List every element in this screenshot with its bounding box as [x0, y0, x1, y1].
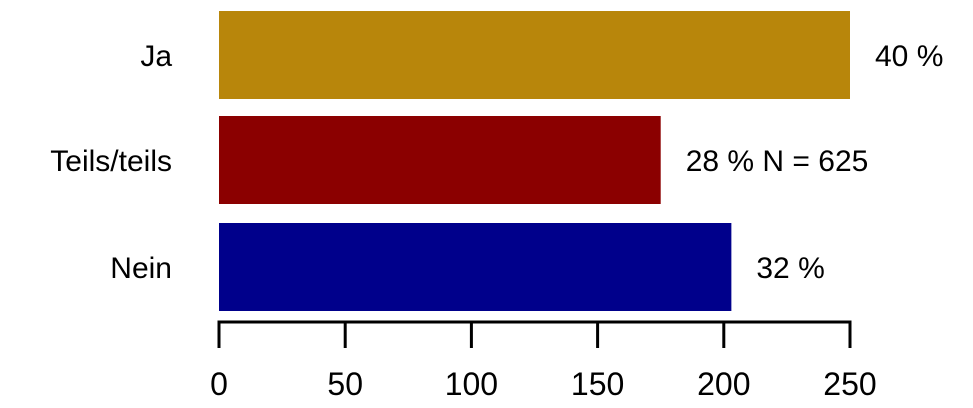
- data-label-teils-teils: 28 % N = 625: [686, 145, 869, 178]
- category-labels-group: Ja Teils/teils Nein: [50, 40, 172, 285]
- x-tick-label-150: 150: [571, 366, 624, 402]
- bar-teils-teils: [219, 116, 661, 204]
- bars-group: [219, 11, 850, 311]
- category-label-teils-teils: Teils/teils: [50, 145, 172, 178]
- data-label-nein: 32 %: [756, 252, 824, 285]
- x-tick-label-200: 200: [697, 366, 750, 402]
- x-tick-label-100: 100: [445, 366, 498, 402]
- bar-ja: [219, 11, 850, 99]
- data-label-ja: 40 %: [875, 40, 943, 73]
- x-tick-label-0: 0: [210, 366, 228, 402]
- x-tick-label-250: 250: [823, 366, 876, 402]
- x-axis: 0 50 100 150 200 250: [210, 320, 877, 402]
- x-tick-label-50: 50: [327, 366, 363, 402]
- category-label-ja: Ja: [140, 40, 172, 73]
- value-labels-group: 40 % 28 % N = 625 32 %: [686, 40, 944, 285]
- category-label-nein: Nein: [110, 252, 172, 285]
- bar-nein: [219, 223, 732, 311]
